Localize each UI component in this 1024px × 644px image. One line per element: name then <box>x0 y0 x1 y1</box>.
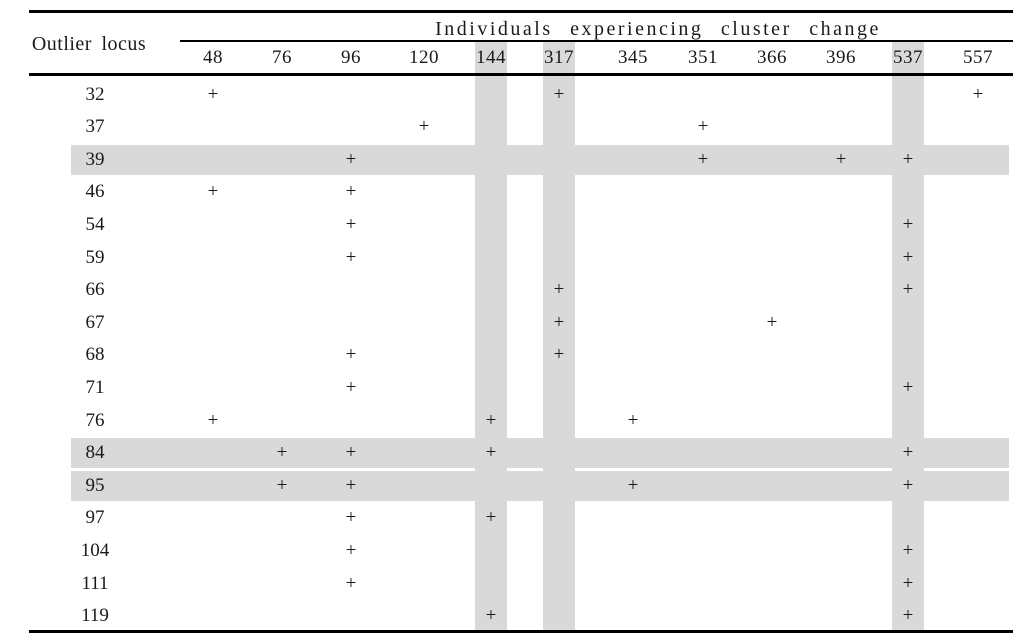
plus-mark: + <box>345 344 357 366</box>
plus-mark: + <box>902 442 914 464</box>
plus-mark: + <box>902 279 914 301</box>
plus-mark: + <box>485 507 497 529</box>
column-header: 317 <box>544 47 574 68</box>
plus-mark: + <box>697 116 709 138</box>
plus-mark: + <box>697 148 709 170</box>
row-label: 97 <box>85 507 105 529</box>
plus-mark: + <box>345 148 357 170</box>
plus-mark: + <box>553 279 565 301</box>
plus-mark: + <box>902 539 914 561</box>
plus-mark: + <box>345 572 357 594</box>
row-label: 71 <box>85 376 105 398</box>
plus-mark: + <box>902 376 914 398</box>
plus-mark: + <box>766 311 778 333</box>
plus-mark: + <box>972 83 984 105</box>
column-header: 76 <box>272 47 292 68</box>
column-highlight-band <box>475 42 507 632</box>
plus-mark: + <box>835 148 847 170</box>
plus-mark: + <box>902 605 914 627</box>
plus-mark: + <box>902 572 914 594</box>
row-label: 46 <box>85 181 105 203</box>
row-label: 32 <box>85 83 105 105</box>
plus-mark: + <box>553 311 565 333</box>
column-header: 396 <box>826 47 856 68</box>
plus-mark: + <box>345 213 357 235</box>
header-bottom-rule <box>29 73 1013 76</box>
plus-mark: + <box>345 539 357 561</box>
plus-mark: + <box>485 409 497 431</box>
column-header: 120 <box>409 47 439 68</box>
column-header: 557 <box>963 47 993 68</box>
table-top-rule <box>29 10 1013 13</box>
column-header: 351 <box>688 47 718 68</box>
row-label: 84 <box>85 442 105 464</box>
plus-mark: + <box>418 116 430 138</box>
column-group-header: Individuals experiencing cluster change <box>435 18 881 40</box>
plus-mark: + <box>553 344 565 366</box>
row-label: 104 <box>80 539 110 561</box>
plus-mark: + <box>902 474 914 496</box>
row-label: 111 <box>81 572 109 594</box>
row-label: 37 <box>85 116 105 138</box>
plus-mark: + <box>902 148 914 170</box>
table-bottom-rule <box>29 630 1013 633</box>
plus-mark: + <box>485 442 497 464</box>
row-label: 66 <box>85 279 105 301</box>
column-header: 96 <box>341 47 361 68</box>
plus-mark: + <box>627 474 639 496</box>
plus-mark: + <box>207 409 219 431</box>
row-label: 95 <box>85 474 105 496</box>
column-header: 144 <box>476 47 506 68</box>
row-label: 39 <box>85 148 105 170</box>
plus-mark: + <box>902 246 914 268</box>
row-highlight-band <box>71 144 1009 175</box>
plus-mark: + <box>345 507 357 529</box>
column-highlight-band <box>892 42 924 632</box>
column-highlight-band <box>543 42 575 632</box>
plus-mark: + <box>276 474 288 496</box>
plus-mark: + <box>345 442 357 464</box>
plus-mark: + <box>345 376 357 398</box>
column-header: 48 <box>203 47 223 68</box>
plus-mark: + <box>485 605 497 627</box>
plus-mark: + <box>345 474 357 496</box>
column-header: 345 <box>618 47 648 68</box>
row-label: 68 <box>85 344 105 366</box>
plus-mark: + <box>345 246 357 268</box>
row-label: 119 <box>81 605 109 627</box>
plus-mark: + <box>345 181 357 203</box>
plus-mark: + <box>207 83 219 105</box>
row-label: 59 <box>85 246 105 268</box>
row-label: 67 <box>85 311 105 333</box>
row-highlight-band <box>71 470 1009 501</box>
column-group-underline-rule <box>180 40 1013 42</box>
row-group-header: Outlier locus <box>31 33 147 55</box>
plus-mark: + <box>276 442 288 464</box>
column-header: 366 <box>757 47 787 68</box>
plus-mark: + <box>207 181 219 203</box>
plus-mark: + <box>553 83 565 105</box>
row-label: 76 <box>85 409 105 431</box>
column-header: 537 <box>893 47 923 68</box>
row-highlight-band <box>71 438 1009 469</box>
row-label: 54 <box>85 213 105 235</box>
plus-mark: + <box>902 213 914 235</box>
plus-mark: + <box>627 409 639 431</box>
